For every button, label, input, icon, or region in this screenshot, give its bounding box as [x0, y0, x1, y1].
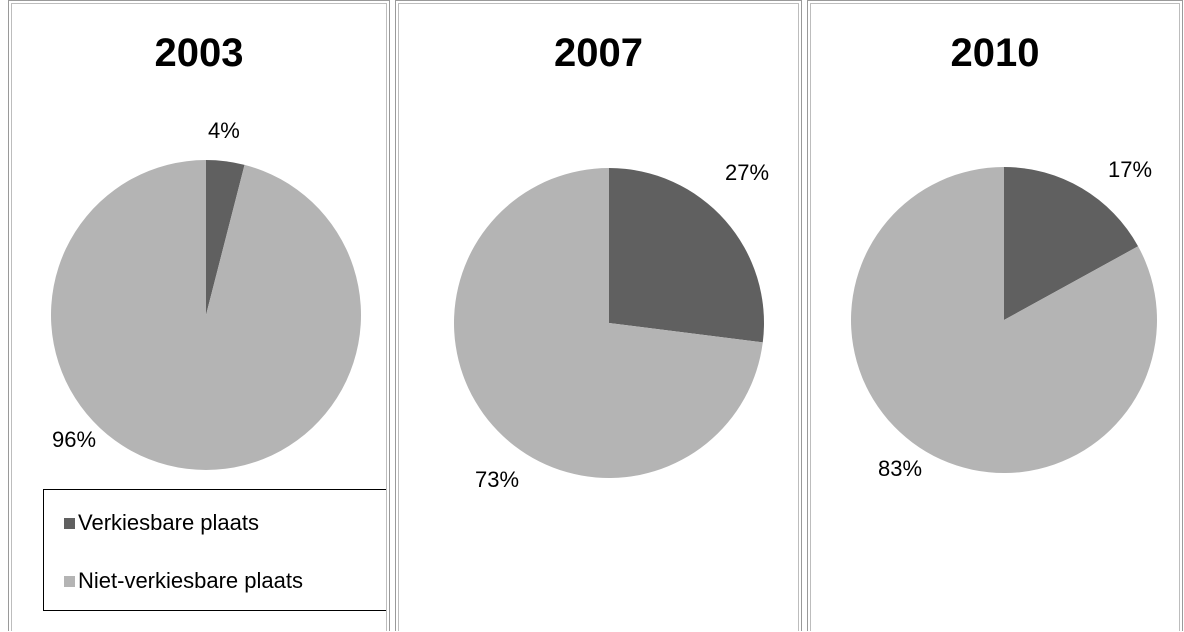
chart-panel-2003: 2003 4% 96% Verkiesbare plaats Niet-verki…: [8, 0, 390, 631]
chart-title: 2007: [554, 31, 643, 75]
data-label: 4%: [208, 118, 240, 143]
chart-title: 2003: [154, 31, 244, 75]
legend-swatch-niet-verkiesbare: [64, 575, 75, 587]
legend-item-niet-verkiesbare: Niet-verkiesbare plaats: [64, 568, 303, 594]
data-label: 27%: [725, 160, 769, 185]
pie-slice-verkiesbare: [206, 160, 245, 315]
pie-slice-verkiesbare: [1004, 167, 1139, 320]
legend-label: Niet-verkiesbare plaats: [78, 568, 303, 593]
pie-slice-verkiesbare: [609, 168, 764, 343]
legend-item-verkiesbare: Verkiesbare plaats: [64, 510, 259, 536]
chart-title: 2010: [950, 31, 1040, 75]
pie-chart-2007: 27% 73%: [454, 160, 769, 492]
pie-slice-niet-verkiesbare: [50, 160, 361, 470]
pie-slice-niet-verkiesbare: [851, 167, 1157, 473]
data-label: 73%: [475, 467, 519, 492]
legend-label: Verkiesbare plaats: [78, 510, 259, 535]
chart-panel-2007: 2007 27% 73%: [395, 0, 802, 631]
pie-slice-niet-verkiesbare: [454, 168, 763, 478]
chart-panel-2010: 2010 17% 83%: [807, 0, 1183, 631]
pie-chart-2003: 4% 96%: [50, 118, 361, 470]
data-label: 17%: [1108, 157, 1152, 182]
data-label: 96%: [52, 427, 96, 452]
legend: Verkiesbare plaats Niet-verkiesbare plaa…: [43, 489, 387, 611]
pie-chart-2010: 17% 83%: [851, 157, 1157, 481]
data-label: 83%: [878, 456, 922, 481]
legend-swatch-verkiesbare: [64, 517, 75, 529]
